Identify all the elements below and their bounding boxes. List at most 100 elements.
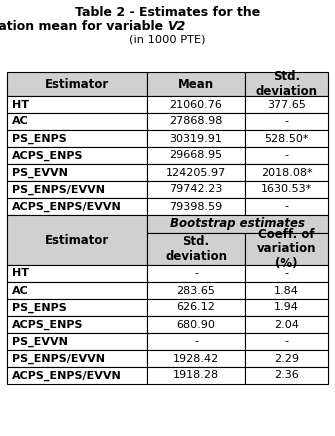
Bar bbox=[7, 265, 147, 282]
Text: Std.
deviation: Std. deviation bbox=[256, 70, 318, 98]
Bar bbox=[245, 350, 328, 367]
Text: Table 2 - Estimates for the: Table 2 - Estimates for the bbox=[75, 6, 260, 19]
Bar bbox=[245, 367, 328, 384]
Bar bbox=[245, 72, 328, 96]
Bar bbox=[147, 282, 245, 299]
Text: 1630.53*: 1630.53* bbox=[261, 184, 312, 194]
Text: Std.
deviation: Std. deviation bbox=[165, 235, 227, 263]
Bar bbox=[245, 164, 328, 181]
Text: 29668.95: 29668.95 bbox=[170, 150, 222, 160]
Bar bbox=[7, 333, 147, 350]
Text: 626.12: 626.12 bbox=[177, 303, 215, 313]
Bar bbox=[7, 316, 147, 333]
Text: 528.50*: 528.50* bbox=[264, 133, 309, 143]
Bar bbox=[7, 147, 147, 164]
Text: -: - bbox=[284, 201, 288, 211]
Bar bbox=[245, 96, 328, 113]
Text: 30319.91: 30319.91 bbox=[170, 133, 222, 143]
Bar bbox=[7, 282, 147, 299]
Bar bbox=[245, 113, 328, 130]
Bar bbox=[147, 96, 245, 113]
Bar bbox=[7, 130, 147, 147]
Bar bbox=[245, 147, 328, 164]
Bar bbox=[147, 367, 245, 384]
Text: 27868.98: 27868.98 bbox=[169, 116, 223, 126]
Text: PS_ENPS: PS_ENPS bbox=[12, 133, 67, 143]
Text: 79398.59: 79398.59 bbox=[170, 201, 223, 211]
Text: ACPS_ENPS/EVVN: ACPS_ENPS/EVVN bbox=[12, 370, 122, 381]
Bar bbox=[245, 265, 328, 282]
Text: Estimator: Estimator bbox=[45, 234, 109, 246]
Bar bbox=[147, 113, 245, 130]
Text: (in 1000 PTE): (in 1000 PTE) bbox=[129, 35, 206, 45]
Bar bbox=[7, 72, 147, 96]
Bar bbox=[147, 198, 245, 215]
Text: PS_ENPS/EVVN: PS_ENPS/EVVN bbox=[12, 353, 105, 364]
Text: 377.65: 377.65 bbox=[267, 99, 306, 109]
Text: Estimator: Estimator bbox=[45, 78, 109, 91]
Text: -: - bbox=[284, 337, 288, 347]
Bar bbox=[147, 72, 245, 96]
Text: Bootstrap estimates: Bootstrap estimates bbox=[170, 218, 305, 231]
Text: 1.94: 1.94 bbox=[274, 303, 299, 313]
Text: PS_ENPS/EVVN: PS_ENPS/EVVN bbox=[12, 184, 105, 194]
Text: 124205.97: 124205.97 bbox=[166, 167, 226, 177]
Bar bbox=[147, 164, 245, 181]
Bar bbox=[7, 215, 147, 265]
Bar bbox=[7, 350, 147, 367]
Bar bbox=[7, 164, 147, 181]
Text: -: - bbox=[194, 269, 198, 279]
Text: Mean: Mean bbox=[178, 78, 214, 91]
Bar bbox=[7, 198, 147, 215]
Text: 2.36: 2.36 bbox=[274, 371, 299, 381]
Bar bbox=[245, 233, 328, 265]
Text: 1.84: 1.84 bbox=[274, 286, 299, 296]
Text: 2018.08*: 2018.08* bbox=[261, 167, 312, 177]
Text: ACPS_ENPS/EVVN: ACPS_ENPS/EVVN bbox=[12, 201, 122, 211]
Bar bbox=[147, 147, 245, 164]
Text: 1918.28: 1918.28 bbox=[173, 371, 219, 381]
Text: -: - bbox=[194, 337, 198, 347]
Text: -: - bbox=[284, 269, 288, 279]
Text: PS_EVVN: PS_EVVN bbox=[12, 336, 68, 347]
Bar bbox=[245, 333, 328, 350]
Bar bbox=[245, 130, 328, 147]
Bar bbox=[147, 181, 245, 198]
Text: 2.04: 2.04 bbox=[274, 320, 299, 330]
Text: PS_EVVN: PS_EVVN bbox=[12, 167, 68, 177]
Text: HT: HT bbox=[12, 269, 29, 279]
Bar bbox=[245, 299, 328, 316]
Bar bbox=[245, 282, 328, 299]
Text: 1928.42: 1928.42 bbox=[173, 354, 219, 364]
Text: 2.29: 2.29 bbox=[274, 354, 299, 364]
Bar bbox=[147, 333, 245, 350]
Text: HT: HT bbox=[12, 99, 29, 109]
Bar bbox=[147, 350, 245, 367]
Bar bbox=[7, 299, 147, 316]
Text: -: - bbox=[284, 116, 288, 126]
Bar bbox=[147, 130, 245, 147]
Bar bbox=[147, 299, 245, 316]
Text: 21060.76: 21060.76 bbox=[170, 99, 222, 109]
Text: population mean for variable: population mean for variable bbox=[0, 20, 168, 33]
Bar bbox=[147, 215, 328, 233]
Text: 79742.23: 79742.23 bbox=[169, 184, 223, 194]
Bar bbox=[147, 233, 245, 265]
Bar bbox=[7, 113, 147, 130]
Text: Coeff. of
variation
(%): Coeff. of variation (%) bbox=[257, 228, 316, 270]
Text: 680.90: 680.90 bbox=[177, 320, 215, 330]
Text: -: - bbox=[284, 150, 288, 160]
Text: ACPS_ENPS: ACPS_ENPS bbox=[12, 319, 83, 330]
Bar bbox=[245, 181, 328, 198]
Bar bbox=[7, 96, 147, 113]
Text: V2: V2 bbox=[168, 20, 186, 33]
Text: PS_ENPS: PS_ENPS bbox=[12, 303, 67, 313]
Bar bbox=[7, 181, 147, 198]
Bar bbox=[245, 198, 328, 215]
Text: ACPS_ENPS: ACPS_ENPS bbox=[12, 150, 83, 160]
Bar bbox=[245, 316, 328, 333]
Text: AC: AC bbox=[12, 116, 29, 126]
Text: 283.65: 283.65 bbox=[177, 286, 215, 296]
Text: AC: AC bbox=[12, 286, 29, 296]
Bar bbox=[147, 316, 245, 333]
